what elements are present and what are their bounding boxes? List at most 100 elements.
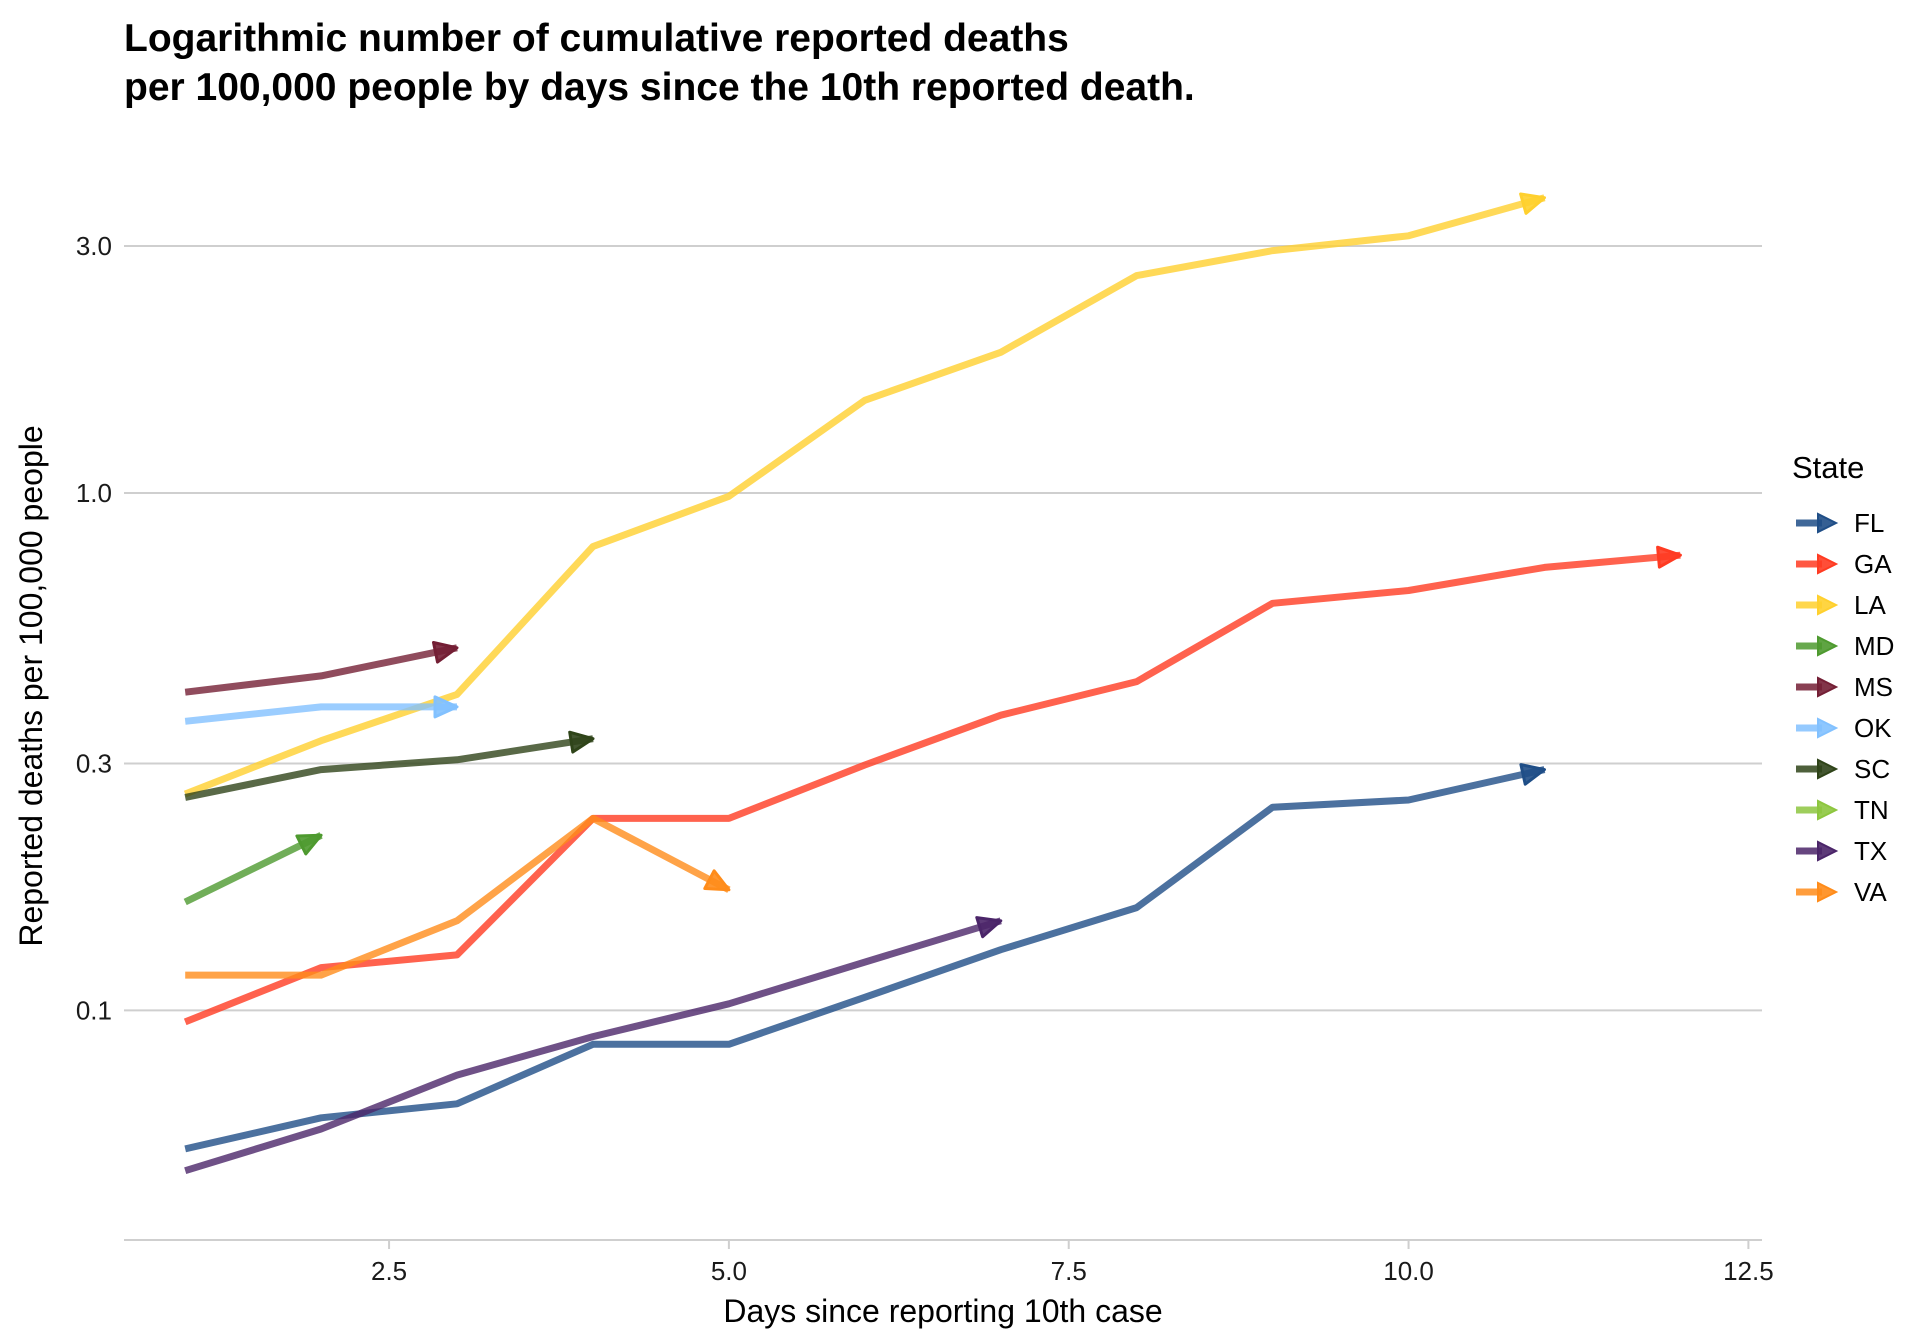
- x-tick-label: 10.0: [1383, 1256, 1434, 1286]
- legend-label: VA: [1854, 877, 1887, 907]
- arrow-head: [1519, 192, 1546, 215]
- legend-item-tx: TX: [1796, 836, 1887, 866]
- data-point: [182, 718, 189, 725]
- legend-arrow-icon: [1817, 799, 1839, 821]
- data-point: [454, 1100, 461, 1107]
- data-point: [725, 815, 732, 822]
- x-tick-label: 12.5: [1723, 1256, 1774, 1286]
- data-point: [1405, 587, 1412, 594]
- data-point: [182, 899, 189, 906]
- series-line: [183, 551, 1681, 1026]
- axes: 0.1 0.3 1.0 3.0 2.5 5.0 7.5 10.0 12.5: [76, 231, 1774, 1286]
- arrow-head: [1519, 763, 1546, 786]
- gridlines: [124, 245, 1762, 1012]
- legend-item-ga: GA: [1796, 549, 1892, 579]
- legend: State FL GA LA MD MS OK SC TN TX VA: [1792, 450, 1894, 907]
- chart-title-line-1: Logarithmic number of cumulative reporte…: [124, 17, 1069, 60]
- legend-label: TN: [1854, 795, 1889, 825]
- y-tick-label: 0.1: [76, 995, 112, 1025]
- arrow-head: [1656, 545, 1682, 569]
- series-line: [184, 766, 1546, 1153]
- data-point: [1269, 804, 1276, 811]
- data-point: [1269, 600, 1276, 607]
- data-point: [318, 766, 325, 773]
- legend-label: FL: [1854, 508, 1884, 538]
- data-point: [454, 917, 461, 924]
- data-point: [318, 1126, 325, 1133]
- series-lines: [182, 192, 1682, 1175]
- arrow-head: [975, 916, 1003, 939]
- legend-label: TX: [1854, 836, 1887, 866]
- series-line: [184, 917, 1002, 1175]
- legend-label: OK: [1854, 713, 1892, 743]
- data-point: [1133, 904, 1140, 911]
- legend-arrow-icon: [1817, 758, 1839, 780]
- series-sc: [182, 730, 595, 801]
- data-point: [861, 397, 868, 404]
- legend-arrow-icon: [1817, 553, 1839, 575]
- series-ga: [182, 545, 1682, 1026]
- data-point: [861, 994, 868, 1001]
- data-point: [182, 1018, 189, 1025]
- data-point: [1133, 678, 1140, 685]
- series-ok: [182, 695, 459, 725]
- arrow-head: [432, 641, 459, 664]
- y-tick-label: 3.0: [76, 231, 112, 261]
- legend-arrow-icon: [1817, 717, 1839, 739]
- legend-label: GA: [1854, 549, 1892, 579]
- data-point: [861, 762, 868, 769]
- series-line: [183, 832, 323, 906]
- legend-item-ok: OK: [1796, 713, 1892, 743]
- series-line: [184, 644, 458, 696]
- data-point: [454, 756, 461, 763]
- series-va: [182, 814, 731, 979]
- series-tx: [184, 916, 1003, 1175]
- data-point: [182, 972, 189, 979]
- data-point: [590, 815, 597, 822]
- legend-item-fl: FL: [1796, 508, 1884, 538]
- legend-item-ms: MS: [1796, 672, 1893, 702]
- data-point: [318, 672, 325, 679]
- legend-label: MS: [1854, 672, 1893, 702]
- y-tick-label: 1.0: [76, 478, 112, 508]
- legend-item-la: LA: [1796, 590, 1886, 620]
- data-point: [1405, 232, 1412, 239]
- data-point: [318, 964, 325, 971]
- data-point: [997, 712, 1004, 719]
- legend-arrow-icon: [1817, 512, 1839, 534]
- data-point: [997, 349, 1004, 356]
- x-tick-label: 2.5: [371, 1256, 407, 1286]
- data-point: [725, 1041, 732, 1048]
- data-point: [318, 1114, 325, 1121]
- data-point: [318, 737, 325, 744]
- series-md: [182, 832, 323, 906]
- data-point: [725, 1000, 732, 1007]
- arrow-head: [568, 730, 595, 754]
- data-point: [861, 959, 868, 966]
- legend-item-md: MD: [1796, 631, 1894, 661]
- data-point: [590, 1033, 597, 1040]
- series-line: [185, 814, 731, 979]
- y-axis-title: Reported deaths per 100,000 people: [13, 425, 49, 946]
- legend-item-va: VA: [1796, 877, 1887, 907]
- legend-arrow-icon: [1817, 635, 1839, 657]
- chart-title: Logarithmic number of cumulative reporte…: [124, 14, 1624, 112]
- data-point: [182, 689, 189, 696]
- arrow-head: [703, 869, 731, 892]
- data-point: [725, 493, 732, 500]
- data-point: [454, 951, 461, 958]
- data-point: [318, 703, 325, 710]
- data-point: [1541, 564, 1548, 571]
- data-point: [1133, 272, 1140, 279]
- data-point: [1269, 247, 1276, 254]
- legend-arrow-icon: [1817, 840, 1839, 862]
- x-tick-label: 5.0: [711, 1256, 747, 1286]
- data-point: [182, 1145, 189, 1152]
- series-ms: [182, 641, 459, 696]
- data-point: [997, 946, 1004, 953]
- data-point: [182, 794, 189, 801]
- legend-title: State: [1792, 450, 1864, 485]
- x-tick-label: 7.5: [1051, 1256, 1087, 1286]
- series-line: [184, 735, 594, 801]
